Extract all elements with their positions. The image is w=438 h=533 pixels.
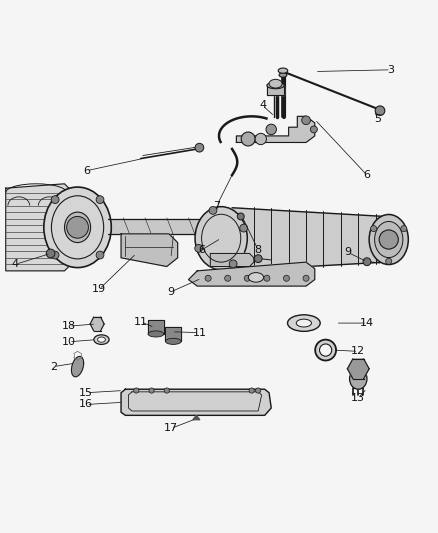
Polygon shape (108, 219, 219, 234)
Circle shape (195, 245, 203, 252)
Text: 9: 9 (168, 287, 175, 297)
Ellipse shape (374, 221, 403, 257)
Ellipse shape (44, 187, 111, 268)
Text: 12: 12 (351, 346, 365, 357)
Ellipse shape (315, 340, 336, 360)
Text: 15: 15 (79, 387, 93, 398)
Text: 6: 6 (83, 166, 90, 176)
Circle shape (302, 116, 311, 125)
Circle shape (237, 213, 244, 220)
Circle shape (249, 388, 254, 393)
Polygon shape (166, 327, 181, 341)
Circle shape (51, 196, 59, 204)
Circle shape (96, 251, 104, 259)
Circle shape (401, 225, 407, 232)
Circle shape (379, 230, 398, 249)
Ellipse shape (94, 335, 109, 344)
Circle shape (164, 388, 170, 393)
Circle shape (46, 249, 55, 258)
Circle shape (195, 143, 204, 152)
Circle shape (363, 258, 371, 265)
Polygon shape (267, 86, 284, 94)
Ellipse shape (64, 212, 91, 243)
Text: 4: 4 (259, 100, 266, 110)
Text: 3: 3 (388, 65, 394, 75)
Ellipse shape (278, 68, 288, 73)
Circle shape (225, 275, 231, 281)
Circle shape (244, 275, 251, 281)
Ellipse shape (166, 338, 181, 344)
Bar (267, 86, 284, 94)
Text: 17: 17 (164, 423, 178, 433)
Polygon shape (90, 317, 104, 331)
Circle shape (209, 206, 217, 214)
Text: 18: 18 (62, 321, 76, 331)
Ellipse shape (350, 368, 367, 389)
Polygon shape (121, 389, 271, 415)
Text: 16: 16 (79, 399, 93, 409)
Ellipse shape (279, 73, 287, 77)
Polygon shape (121, 234, 178, 266)
Text: 11: 11 (134, 317, 148, 327)
Circle shape (229, 260, 237, 268)
Text: 4: 4 (12, 260, 19, 269)
Circle shape (386, 258, 392, 264)
Text: 6: 6 (364, 170, 371, 180)
Text: 11: 11 (192, 328, 206, 337)
Text: 8: 8 (254, 245, 262, 255)
Polygon shape (193, 415, 200, 419)
Polygon shape (6, 184, 73, 271)
Text: 19: 19 (92, 284, 106, 294)
Circle shape (134, 388, 139, 393)
Ellipse shape (195, 207, 247, 270)
Circle shape (255, 133, 266, 144)
Polygon shape (188, 262, 315, 286)
Text: 6: 6 (198, 245, 205, 255)
Circle shape (96, 196, 104, 204)
Polygon shape (232, 208, 385, 271)
Text: 14: 14 (360, 318, 374, 328)
Ellipse shape (248, 272, 264, 282)
Text: 13: 13 (351, 393, 365, 403)
Text: 10: 10 (62, 337, 76, 347)
Ellipse shape (288, 315, 320, 332)
Text: 5: 5 (374, 114, 381, 124)
Ellipse shape (148, 331, 164, 337)
Circle shape (303, 275, 309, 281)
Polygon shape (71, 357, 84, 377)
Text: 7: 7 (213, 200, 220, 211)
Ellipse shape (98, 337, 106, 342)
Circle shape (311, 126, 318, 133)
Circle shape (266, 124, 276, 135)
Ellipse shape (267, 82, 284, 88)
Polygon shape (148, 320, 164, 334)
Polygon shape (237, 116, 315, 142)
Circle shape (255, 388, 261, 393)
Circle shape (375, 106, 385, 116)
Circle shape (241, 132, 255, 146)
Circle shape (51, 251, 59, 259)
Circle shape (67, 216, 88, 238)
Text: 9: 9 (344, 247, 351, 257)
Polygon shape (347, 359, 369, 378)
Circle shape (371, 225, 377, 232)
Ellipse shape (369, 214, 408, 264)
Ellipse shape (269, 79, 282, 88)
Text: 2: 2 (50, 361, 57, 372)
Circle shape (283, 275, 290, 281)
Circle shape (264, 275, 270, 281)
Circle shape (254, 255, 262, 263)
Ellipse shape (320, 344, 332, 356)
Polygon shape (210, 254, 254, 266)
Circle shape (149, 388, 154, 393)
Circle shape (205, 275, 211, 281)
Circle shape (240, 224, 247, 232)
Ellipse shape (296, 319, 311, 327)
